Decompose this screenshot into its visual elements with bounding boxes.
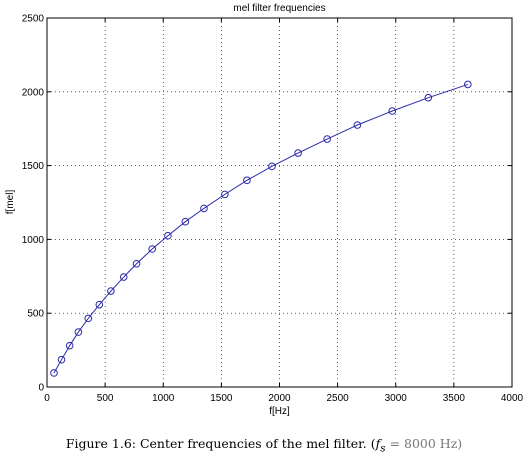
- data-point: [107, 287, 115, 295]
- caption-symbol: f: [375, 436, 381, 451]
- tick-labels: 0 500 1000 1500 2000 2500 3000 3500 4000 0 500 1000…: [22, 14, 524, 405]
- chart-title: mel filter frequencies: [233, 3, 325, 14]
- caption-suffix: = 8000 Hz): [385, 436, 463, 451]
- data-point: [84, 314, 93, 323]
- data-point: [65, 341, 74, 350]
- y-tick-label: 2500: [22, 14, 45, 25]
- y-tick-label: 0: [38, 383, 44, 394]
- data-point: [132, 259, 141, 268]
- y-tick-label: 1000: [22, 235, 45, 246]
- data-point: [353, 121, 362, 129]
- x-tick-label: 1000: [152, 393, 175, 404]
- data-point: [95, 300, 104, 309]
- x-tick-label: 2000: [268, 393, 291, 404]
- data-point: [464, 80, 472, 89]
- data-point: [294, 149, 302, 157]
- data-point: [323, 135, 331, 143]
- series-line: [53, 83, 468, 374]
- x-tick-label: 3000: [385, 393, 408, 404]
- x-tick-label: 2500: [327, 393, 350, 404]
- data-point: [200, 204, 208, 213]
- x-tick-label: 4000: [501, 393, 524, 404]
- data-point: [57, 355, 66, 364]
- series-markers: [50, 80, 472, 377]
- data-point: [119, 273, 128, 281]
- data-point: [268, 162, 276, 171]
- y-axis-label: f[mel]: [5, 190, 16, 215]
- x-tick-label: 0: [44, 393, 50, 404]
- x-axis-label: f[Hz]: [269, 406, 290, 417]
- x-tick-label: 500: [97, 393, 114, 404]
- y-tick-label: 500: [27, 309, 44, 320]
- data-point: [164, 231, 172, 240]
- data-point: [50, 369, 58, 377]
- grid: [47, 18, 512, 387]
- caption-subscript: s: [380, 442, 386, 455]
- y-tick-label: 2000: [22, 87, 45, 98]
- data-point: [221, 190, 229, 199]
- y-tick-label: 1500: [22, 161, 45, 172]
- data-point: [181, 217, 190, 226]
- x-tick-label: 3500: [443, 393, 466, 404]
- data-point: [388, 107, 397, 115]
- figure-caption: Figure 1.6: Center frequencies of the me…: [0, 436, 528, 455]
- data-point: [148, 245, 157, 253]
- plot-frame: [46, 17, 513, 388]
- data-point: [74, 328, 83, 336]
- caption-text: Figure 1.6: Center frequencies of the me…: [65, 436, 376, 451]
- x-tick-label: 1500: [210, 393, 233, 404]
- data-point: [243, 176, 251, 185]
- data-point: [424, 93, 433, 102]
